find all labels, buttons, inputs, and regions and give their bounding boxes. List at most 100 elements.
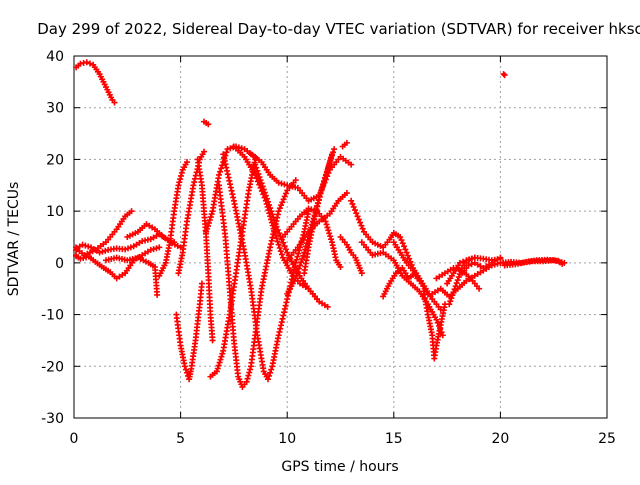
data-point	[476, 285, 483, 292]
data-point	[244, 375, 251, 382]
data-point	[253, 175, 260, 182]
data-point	[203, 228, 210, 235]
data-point	[82, 242, 89, 249]
data-point	[460, 258, 467, 265]
data-point	[275, 179, 282, 186]
data-series	[102, 254, 161, 298]
data-series	[420, 288, 448, 362]
data-point	[215, 171, 222, 178]
data-point	[359, 225, 366, 232]
data-point	[292, 275, 299, 282]
data-point	[326, 230, 333, 237]
data-point	[407, 258, 414, 265]
data-point	[348, 197, 355, 204]
data-point	[327, 157, 334, 164]
x-tick-label: 0	[70, 431, 79, 447]
data-point	[299, 255, 306, 262]
data-point	[298, 259, 305, 266]
data-point	[128, 208, 135, 215]
data-point	[266, 372, 273, 379]
data-point	[278, 180, 285, 187]
data-point	[238, 145, 245, 152]
y-tick-label: -10	[41, 308, 64, 324]
x-axis-label: GPS time / hours	[281, 459, 398, 475]
data-point	[262, 192, 269, 199]
x-tick-label: 5	[176, 431, 185, 447]
data-point	[318, 187, 325, 194]
data-point	[259, 183, 266, 190]
data-point	[261, 189, 268, 196]
data-point	[398, 237, 405, 244]
data-point	[311, 207, 318, 214]
data-point	[274, 238, 281, 245]
data-point	[358, 222, 365, 229]
data-point	[326, 160, 333, 167]
data-point	[99, 248, 106, 255]
x-tick-label: 15	[385, 431, 403, 447]
data-point	[218, 165, 225, 172]
data-point	[358, 270, 365, 277]
data-point	[295, 265, 302, 272]
data-point	[205, 222, 212, 229]
data-point	[302, 246, 309, 253]
data-point	[281, 181, 288, 188]
data-point	[343, 139, 350, 146]
data-point	[183, 159, 190, 166]
data-point	[355, 216, 362, 223]
data-series	[284, 190, 350, 264]
data-point	[439, 332, 446, 339]
data-point	[204, 225, 211, 232]
data-point	[96, 249, 103, 256]
data-point	[328, 151, 335, 158]
data-point	[79, 241, 86, 248]
data-point	[325, 163, 332, 170]
data-point	[501, 72, 508, 79]
data-point	[457, 268, 464, 275]
data-point	[308, 206, 315, 213]
data-point	[268, 366, 275, 373]
data-point	[404, 252, 411, 259]
data-point	[268, 208, 275, 215]
data-point	[83, 59, 90, 66]
data-point	[455, 274, 462, 281]
data-point	[266, 201, 273, 208]
data-point	[276, 230, 283, 237]
data-point	[154, 291, 161, 298]
data-point	[301, 249, 308, 256]
data-point	[207, 214, 214, 221]
data-series	[173, 280, 205, 383]
data-point	[468, 261, 475, 268]
data-point	[256, 174, 263, 181]
data-point	[296, 262, 303, 269]
data-point	[271, 228, 278, 235]
data-point	[277, 248, 284, 255]
data-point	[85, 243, 92, 250]
data-point	[269, 211, 276, 218]
data-point	[215, 362, 222, 369]
data-point	[273, 235, 280, 242]
data-point	[468, 255, 475, 262]
data-point	[294, 268, 301, 275]
data-point	[293, 256, 300, 263]
data-point	[209, 337, 216, 344]
data-point	[122, 246, 129, 253]
data-point	[201, 148, 208, 155]
plot-frame	[73, 55, 608, 419]
data-point	[153, 245, 160, 252]
data-point	[217, 356, 224, 363]
data-point	[343, 190, 350, 197]
data-point	[177, 176, 184, 183]
data-point	[281, 243, 288, 250]
data-series	[73, 59, 118, 106]
data-series	[201, 118, 212, 128]
data-point	[260, 186, 267, 193]
data-point	[267, 205, 274, 212]
data-point	[319, 184, 326, 191]
data-point	[321, 178, 328, 185]
x-tick-label: 10	[278, 431, 296, 447]
data-point	[433, 316, 440, 323]
data-series	[73, 208, 135, 259]
data-point	[397, 234, 404, 240]
data-point	[354, 213, 361, 220]
